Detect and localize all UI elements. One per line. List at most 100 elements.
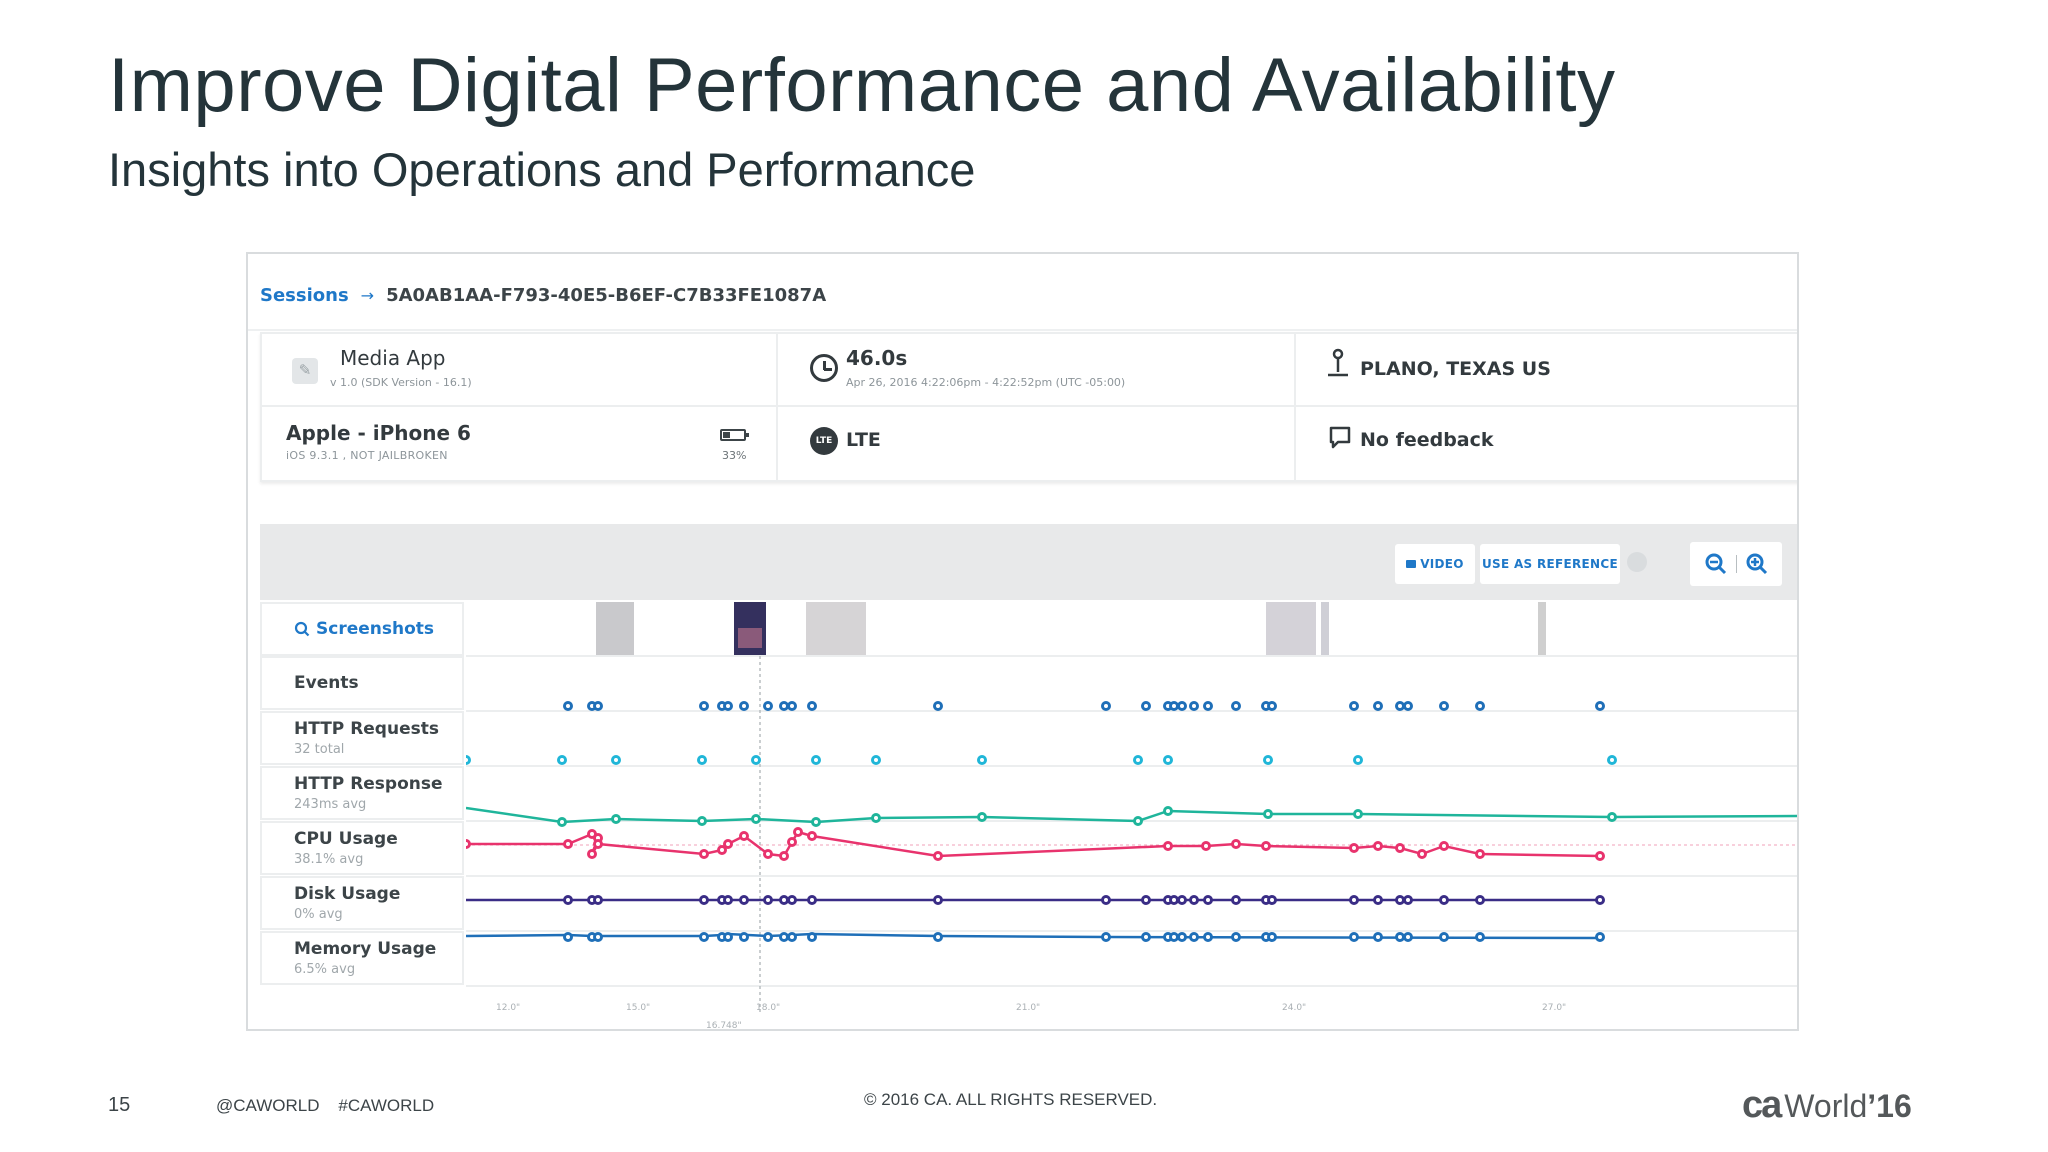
http-response-point [811, 817, 821, 827]
http-response-avg: 243ms avg [294, 797, 367, 812]
memory-point [787, 932, 797, 942]
disk-point [1439, 895, 1449, 905]
memory-point [1231, 932, 1241, 942]
cpu-point [699, 849, 709, 859]
network-cell: LTE LTE [778, 407, 1296, 480]
http-response-point [1353, 809, 1363, 819]
cpu-usage-label: CPU Usage [294, 829, 398, 849]
duration-cell: 46.0s Apr 26, 2016 4:22:06pm - 4:22:52pm… [778, 334, 1296, 407]
logo-ca: ca [1742, 1084, 1782, 1126]
event-marker [1595, 701, 1605, 711]
disk-point [1595, 895, 1605, 905]
screenshot-thumbnail-detail [738, 628, 762, 648]
speech-bubble-icon [1329, 426, 1351, 449]
cpu-point [717, 845, 727, 855]
time-axis-tick-label: 21.0" [1016, 1003, 1040, 1013]
memory-point [779, 932, 789, 942]
disk-point [933, 895, 943, 905]
event-marker [723, 701, 733, 711]
feedback-label: No feedback [1360, 429, 1494, 451]
location-pin-icon [1328, 348, 1348, 377]
screenshot-thumbnail[interactable] [1538, 602, 1546, 656]
session-summary-grid: ✎ Media App v 1.0 (SDK Version - 16.1) 4… [260, 332, 1797, 482]
http-response-point [1263, 809, 1273, 819]
http-requests-total: 32 total [294, 742, 345, 757]
session-id: 5A0AB1AA-F793-40E5-B6EF-C7B33FE1087A [386, 284, 827, 306]
row-label-cpu: CPU Usage 38.1% avg [260, 821, 464, 875]
cpu-point [1373, 841, 1383, 851]
http-response-point [1133, 816, 1143, 826]
memory-point [1203, 932, 1213, 942]
event-marker [1475, 701, 1485, 711]
http-response-point [1607, 812, 1617, 822]
event-marker [1141, 701, 1151, 711]
slide-subtitle: Insights into Operations and Performance [108, 143, 976, 196]
video-button-label: VIDEO [1420, 557, 1464, 571]
timeline-plot: 12.0"15.0"18.0"21.0"24.0"27.0"30.0"33.0"… [466, 602, 1797, 1029]
zoom-out-icon[interactable] [1704, 552, 1728, 576]
disk-usage-label: Disk Usage [294, 884, 401, 904]
http-response-point [751, 814, 761, 824]
cpu-point [466, 839, 471, 849]
http-request-marker [697, 755, 707, 765]
screenshot-thumbnail[interactable] [806, 602, 866, 656]
disk-point [1373, 895, 1383, 905]
http-response-point [611, 814, 621, 824]
cpu-point [1439, 841, 1449, 851]
row-label-http-requests: HTTP Requests 32 total [260, 711, 464, 765]
metric-labels: Events HTTP Requests 32 total HTTP Respo… [260, 656, 466, 1029]
cpu-usage-avg: 38.1% avg [294, 852, 364, 867]
use-as-reference-button[interactable]: USE AS REFERENCE [1480, 544, 1620, 584]
zoom-in-icon[interactable] [1745, 552, 1769, 576]
disk-point [1403, 895, 1413, 905]
time-axis-tick-label: 18.0" [756, 1003, 780, 1013]
event-marker [563, 701, 573, 711]
disk-point [1267, 895, 1277, 905]
disk-usage-avg: 0% avg [294, 907, 343, 922]
row-label-http-response: HTTP Response 243ms avg [260, 766, 464, 820]
event-marker [787, 701, 797, 711]
row-label-disk: Disk Usage 0% avg [260, 876, 464, 930]
breadcrumb-sessions-link[interactable]: Sessions [260, 284, 349, 306]
logo-year: ’16 [1867, 1088, 1912, 1124]
clock-icon [810, 354, 838, 382]
event-marker [699, 701, 709, 711]
logo-world: World [1784, 1088, 1868, 1124]
screenshots-toggle[interactable]: Screenshots [260, 602, 464, 656]
memory-point [739, 932, 749, 942]
http-request-marker [1607, 755, 1617, 765]
disk-point [699, 895, 709, 905]
cpu-point [793, 827, 803, 837]
http-request-marker [871, 755, 881, 765]
video-button[interactable]: VIDEO [1395, 544, 1475, 584]
disk-point [1177, 895, 1187, 905]
memory-point [593, 932, 603, 942]
session-detail-panel: Sessions → 5A0AB1AA-F793-40E5-B6EF-C7B33… [246, 252, 1799, 1031]
memory-point [723, 932, 733, 942]
disk-point [1395, 895, 1405, 905]
cpu-point [1261, 841, 1271, 851]
help-icon[interactable] [1627, 552, 1647, 572]
http-requests-label: HTTP Requests [294, 719, 439, 739]
disk-point [1349, 895, 1359, 905]
cpu-point [1595, 851, 1605, 861]
row-label-memory: Memory Usage 6.5% avg [260, 931, 464, 985]
disk-point [1203, 895, 1213, 905]
location-label: PLANO, TEXAS US [1360, 358, 1551, 380]
http-request-marker [466, 755, 471, 765]
http-request-marker [1133, 755, 1143, 765]
memory-point [1141, 932, 1151, 942]
http-response-line [466, 806, 1797, 824]
disk-point [723, 895, 733, 905]
screenshot-thumbnail[interactable] [1321, 602, 1329, 656]
screenshot-thumbnail[interactable] [596, 602, 634, 656]
event-marker [1169, 701, 1179, 711]
screenshots-label: Screenshots [316, 619, 435, 639]
cpu-point [1417, 849, 1427, 859]
cpu-point [1163, 841, 1173, 851]
memory-point [1595, 932, 1605, 942]
cpu-point [1201, 841, 1211, 851]
battery-icon [720, 429, 749, 441]
screenshot-thumbnail[interactable] [1266, 602, 1316, 656]
event-marker [1231, 701, 1241, 711]
